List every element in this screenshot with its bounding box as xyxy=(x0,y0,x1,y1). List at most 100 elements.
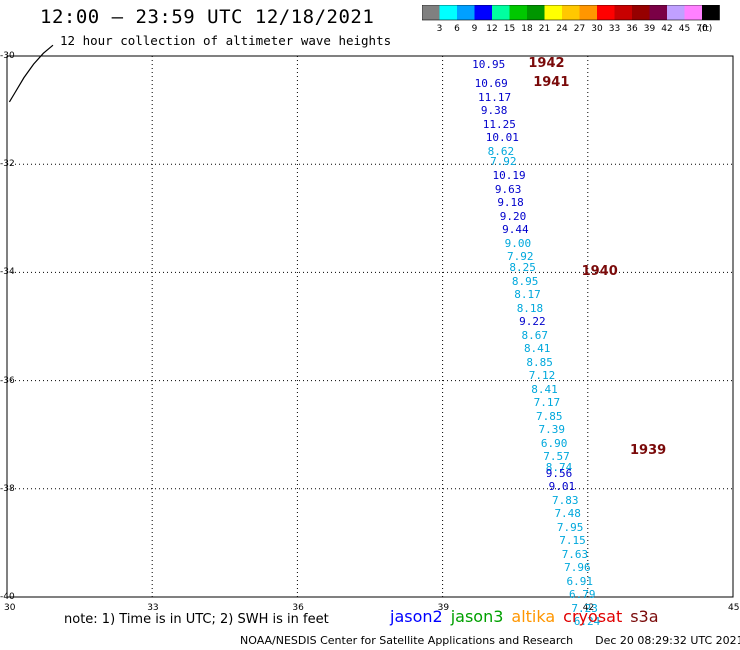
wave-height-label: 8.95 xyxy=(511,274,539,288)
color-scale-label: 15 xyxy=(504,24,515,34)
map-frame xyxy=(6,55,734,598)
color-swatch xyxy=(632,5,650,20)
color-scale-unit: (ft) xyxy=(699,24,713,34)
x-tick-label: 45 xyxy=(728,603,740,613)
wave-height-label: 8.25 xyxy=(509,260,536,274)
y-tick-label: -40 xyxy=(0,592,15,602)
pass-time-label: 1941 xyxy=(533,75,570,91)
color-swatch xyxy=(562,5,580,20)
color-swatch xyxy=(509,5,527,20)
footer-timestamp: Dec 20 08:29:32 UTC 2021 xyxy=(595,634,740,647)
map-subtitle: 12 hour collection of altimeter wave hei… xyxy=(60,33,392,48)
map-title: 12:00 – 23:59 UTC 12/18/2021 xyxy=(40,6,375,28)
wave-height-label: 6.79 xyxy=(568,588,596,602)
x-tick-label: 33 xyxy=(147,603,159,613)
color-scale-label: 33 xyxy=(609,24,620,34)
color-scale-label: 42 xyxy=(661,24,672,34)
color-scale-bar: 3 6 9 12 15 18 21 24 27 30 33 36 39 42 45 70(ft) xyxy=(422,5,720,34)
wave-height-label: 11.25 xyxy=(482,117,516,131)
legend-item-jason3: jason3 xyxy=(450,607,504,626)
x-tick-label: 39 xyxy=(437,603,450,613)
note-text: note: 1) Time is in UTC; 2) SWH is in fe… xyxy=(64,612,329,627)
color-scale-label: 9 xyxy=(472,24,478,34)
color-scale-label: 39 xyxy=(644,24,656,34)
color-scale-label: 6 xyxy=(454,24,460,34)
wave-height-label: 10.69 xyxy=(474,77,508,91)
wave-height-label: 10.95 xyxy=(472,58,506,72)
color-scale-label: 24 xyxy=(556,24,568,34)
wave-height-label: 8.67 xyxy=(521,328,549,342)
wave-height-label: 7.39 xyxy=(538,423,565,437)
wave-height-label: 7.83 xyxy=(552,493,579,507)
footer: NOAA/NESDIS Center for Satellite Applica… xyxy=(240,634,740,647)
color-scale-label: 3 xyxy=(437,24,443,34)
color-swatch xyxy=(649,5,667,20)
color-swatch xyxy=(579,5,597,20)
wave-height-label: 10.19 xyxy=(492,169,526,183)
y-tick-label: -32 xyxy=(0,159,15,170)
wave-height-label: 7.12 xyxy=(528,369,556,383)
wave-height-label: 6.91 xyxy=(566,574,594,588)
wave-height-label: 7.95 xyxy=(556,520,584,534)
color-swatch xyxy=(702,5,720,20)
x-tick-label: 30 xyxy=(4,603,16,613)
color-swatch xyxy=(492,5,510,20)
legend-item-cryosat: cryosat xyxy=(563,607,623,626)
color-swatch xyxy=(684,5,702,20)
color-scale-label: 12 xyxy=(486,24,497,34)
color-scale-label: 45 xyxy=(679,24,690,34)
wave-height-label: 9.22 xyxy=(519,315,546,329)
wave-height-label: 7.48 xyxy=(554,507,581,521)
y-tick-label: -30 xyxy=(0,51,15,61)
footer-credit: NOAA/NESDIS Center for Satellite Applica… xyxy=(240,634,574,647)
x-tick-label: 42 xyxy=(582,603,595,613)
wave-height-label: 7.57 xyxy=(543,450,570,464)
color-swatch xyxy=(439,5,457,20)
color-scale-label: 70 xyxy=(696,24,708,34)
wave-height-label: 9.38 xyxy=(480,104,508,118)
pass-time-label: 1939 xyxy=(630,442,667,458)
wave-height-label: 9.00 xyxy=(504,236,532,250)
wave-height-label: 8.41 xyxy=(531,382,558,396)
wave-height-label: 7.85 xyxy=(536,409,563,423)
pass-time-label: 1940 xyxy=(581,264,618,280)
color-swatch xyxy=(422,5,440,20)
color-scale-label: 27 xyxy=(574,24,585,34)
wave-height-label: 8.62 xyxy=(487,144,515,158)
wave-height-label: 7.63 xyxy=(561,547,589,561)
color-swatch xyxy=(544,5,562,20)
wave-height-label: 8.74 xyxy=(545,461,573,475)
coastline xyxy=(8,44,54,103)
color-swatch xyxy=(597,5,615,20)
color-swatch xyxy=(527,5,545,20)
legend-item-s3a: s3a xyxy=(630,607,659,626)
color-scale-label: 30 xyxy=(591,24,603,34)
pass-time-label: 1942 xyxy=(528,56,565,72)
wave-height-label: 9.63 xyxy=(494,182,522,196)
wave-height-label: 9.18 xyxy=(497,196,524,210)
wave-height-label: 11.17 xyxy=(477,90,512,104)
color-swatch xyxy=(667,5,685,20)
legend-item-altika: altika xyxy=(511,607,556,626)
color-scale-label: 36 xyxy=(626,24,638,34)
wave-height-label: 7.17 xyxy=(533,396,561,410)
wave-height-label: 8.85 xyxy=(526,355,553,369)
wave-height-label: 6.24 xyxy=(573,615,601,629)
wave-height-label: 8.17 xyxy=(514,288,541,302)
wave-height-label: 6.90 xyxy=(540,436,568,450)
satellite-legend: jason2 jason3 altika cryosat s3a xyxy=(390,607,667,626)
legend-item-jason2: jason2 xyxy=(390,607,443,626)
wave-height-label: 10.01 xyxy=(485,131,519,145)
wave-height-label: 7.92 xyxy=(507,250,534,264)
color-swatch xyxy=(457,5,475,20)
color-scale-label: 18 xyxy=(521,24,533,34)
wave-height-label: 7.92 xyxy=(490,155,517,169)
wave-height-label: 7.15 xyxy=(559,534,586,548)
wave-height-label: 9.20 xyxy=(499,209,527,223)
color-swatch xyxy=(614,5,632,20)
wave-height-label: 9.44 xyxy=(502,223,529,237)
y-tick-label: -38 xyxy=(0,483,15,494)
wave-height-label: 9.01 xyxy=(548,480,576,494)
wave-height-label: 9.56 xyxy=(545,466,573,480)
